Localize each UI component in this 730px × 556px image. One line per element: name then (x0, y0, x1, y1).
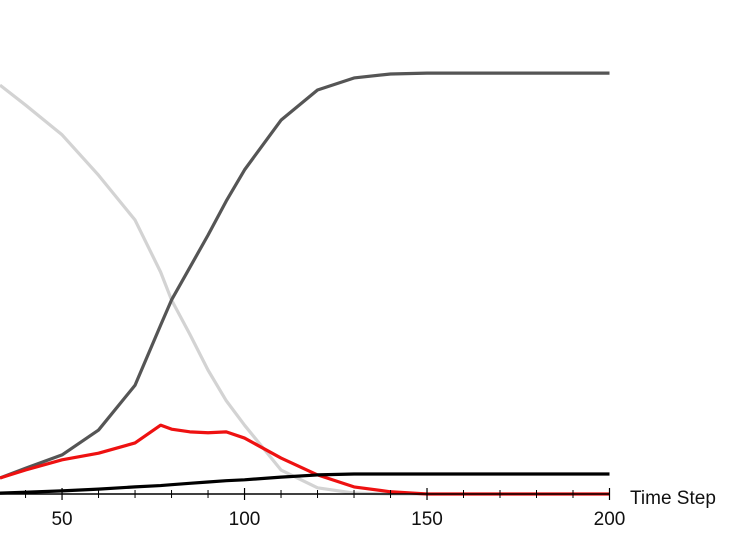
series-line (0, 472, 610, 495)
series-line (0, 71, 610, 480)
x-tick-label: 150 (411, 509, 443, 530)
series-line (0, 83, 610, 496)
x-axis-label: Time Step (630, 488, 716, 509)
x-tick-label: 100 (229, 509, 261, 530)
x-tick-label: 50 (51, 509, 72, 530)
series-line (0, 423, 610, 496)
x-tick-label: 200 (594, 509, 626, 530)
